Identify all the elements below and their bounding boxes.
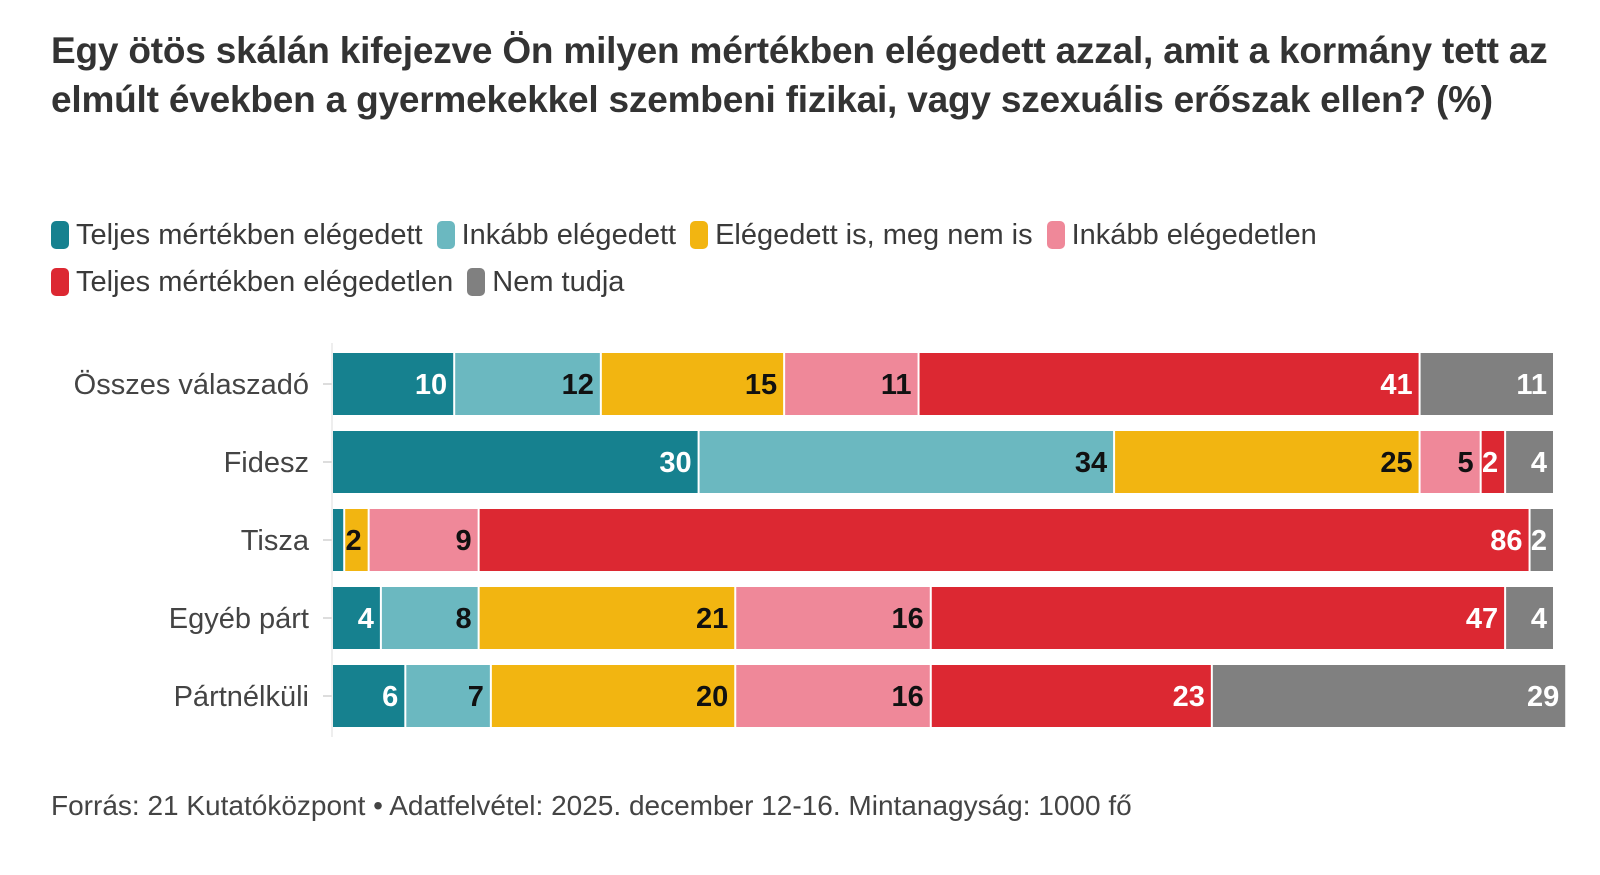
data-label: 2 — [1482, 447, 1498, 479]
legend-label: Teljes mértékben elégedett — [76, 219, 423, 251]
bar-segment — [601, 353, 784, 415]
bar-segment — [1481, 431, 1505, 493]
bar-segment — [1530, 509, 1553, 571]
data-label: 12 — [562, 369, 594, 401]
legend-item: Inkább elégedetlen — [1046, 214, 1317, 256]
legend-swatch — [51, 268, 69, 296]
bar-segment — [1212, 665, 1566, 727]
legend-item: Teljes mértékben elégedetlen — [51, 261, 453, 303]
bar-segment — [491, 665, 735, 727]
category-label: Összes válaszadó — [74, 369, 309, 401]
legend-swatch — [51, 221, 69, 249]
data-label: 16 — [892, 681, 924, 713]
bar-segment — [333, 587, 380, 649]
legend-label: Inkább elégedett — [461, 219, 677, 251]
data-label: 2 — [1531, 525, 1547, 557]
legend-label: Elégedett is, meg nem is — [715, 219, 1033, 251]
legend-swatch — [436, 221, 455, 249]
bar-segment — [1420, 431, 1480, 493]
data-label: 20 — [696, 681, 728, 713]
data-label: 11 — [881, 369, 912, 401]
legend-item: Teljes mértékben elégedett — [51, 214, 423, 256]
data-label: 2 — [346, 525, 362, 557]
data-label: 9 — [455, 525, 471, 557]
bar-segment — [1420, 353, 1553, 415]
data-label: 15 — [745, 369, 777, 401]
legend-label: Teljes mértékben elégedetlen — [76, 266, 454, 298]
data-label: 29 — [1527, 681, 1559, 713]
data-label: 4 — [1531, 447, 1547, 479]
legend: Teljes mértékben elégedett Inkább elégede… — [51, 214, 1571, 308]
bar-segment — [455, 353, 600, 415]
bar-segment — [333, 665, 405, 727]
bar-segment — [1115, 431, 1419, 493]
data-label: 8 — [455, 603, 471, 635]
bar-segment — [1506, 587, 1553, 649]
bar-segment — [931, 587, 1505, 649]
data-label: 6 — [382, 681, 398, 713]
bar-segment — [406, 665, 490, 727]
bar-segment — [919, 353, 1419, 415]
data-label: 86 — [1490, 525, 1522, 557]
bar-segment — [333, 353, 454, 415]
chart-title: Egy ötös skálán kifejezve Ön milyen mért… — [51, 30, 1548, 120]
bar-segment — [381, 587, 478, 649]
bar-segment — [479, 509, 1529, 571]
data-label: 30 — [659, 447, 691, 479]
data-label: 11 — [1516, 369, 1547, 401]
data-label: 4 — [1531, 603, 1547, 635]
category-label: Tisza — [241, 525, 310, 557]
data-label: 10 — [415, 369, 447, 401]
legend-swatch — [467, 268, 486, 296]
bar-segment — [333, 431, 698, 493]
data-label: 21 — [696, 603, 728, 635]
category-label: Fidesz — [224, 447, 309, 479]
data-label: 25 — [1380, 447, 1412, 479]
category-label: Pártnélküli — [174, 681, 309, 713]
legend-item: Nem tudja — [467, 261, 624, 303]
bar-segment — [1506, 431, 1553, 493]
legend-label: Nem tudja — [492, 266, 625, 298]
bar-segment — [699, 431, 1114, 493]
data-label: 7 — [468, 681, 484, 713]
bar-segment — [931, 665, 1211, 727]
legend-item: Inkább elégedett — [436, 214, 677, 256]
category-label: Egyéb párt — [169, 603, 309, 635]
bar-segment — [333, 509, 344, 571]
bar-segment — [736, 587, 930, 649]
data-label: 47 — [1466, 603, 1498, 635]
legend-swatch — [1046, 221, 1065, 249]
legend-item: Elégedett is, meg nem is — [690, 214, 1033, 256]
legend-label: Inkább elégedetlen — [1071, 219, 1317, 251]
bar-segment — [345, 509, 368, 571]
data-label: 5 — [1458, 447, 1474, 479]
data-label: 41 — [1380, 369, 1412, 401]
bar-segment — [736, 665, 930, 727]
source-footer: Forrás: 21 Kutatóközpont • Adatfelvétel:… — [51, 790, 1132, 821]
bar-segment — [369, 509, 478, 571]
data-label: 34 — [1075, 447, 1107, 479]
data-label: 16 — [892, 603, 924, 635]
legend-swatch — [690, 221, 709, 249]
data-label: 4 — [358, 603, 374, 635]
bar-segment — [479, 587, 735, 649]
bar-segment — [785, 353, 918, 415]
data-label: 23 — [1173, 681, 1205, 713]
